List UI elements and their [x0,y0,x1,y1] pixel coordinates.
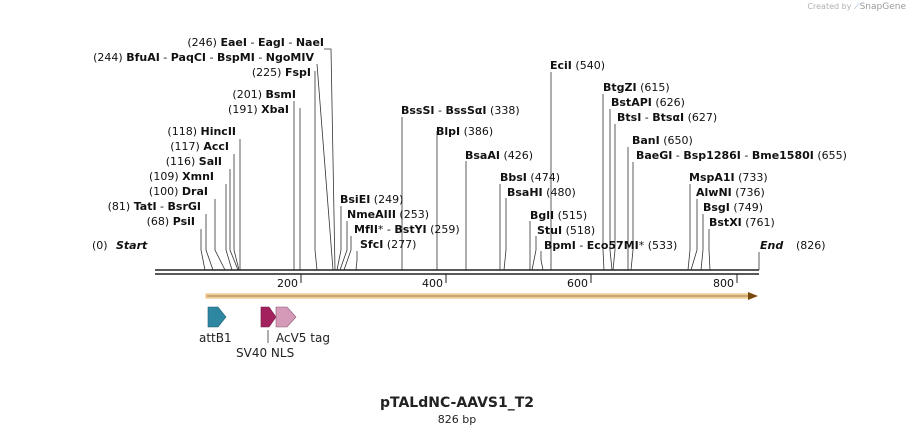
restriction-site-label[interactable]: BsaAI (426) [465,149,533,162]
restriction-site-label[interactable]: BtsI - BtsαI (627) [617,111,717,124]
site-leader-lines [200,48,760,271]
restriction-site-label[interactable]: MspA1I (733) [689,171,768,184]
sv40-nls-label: SV40 NLS [236,346,294,360]
restriction-site-label[interactable]: NmeAIII (253) [347,208,429,221]
plasmid-length: 826 bp [437,413,477,426]
restriction-site-label[interactable]: BpmI - Eco57MI* (533) [544,239,677,252]
ruler-tick-400: 400 [422,277,443,290]
dna-backbone [155,269,759,275]
restriction-site-label[interactable]: (244) BfuAI - PaqCI - BspMI - NgoMIV [93,51,314,64]
restriction-site-label[interactable]: BaeGI - Bsp1286I - Bme1580I (655) [636,149,847,162]
ruler [300,274,738,283]
restriction-site-label[interactable]: BtgZI (615) [603,81,670,94]
restriction-site-label[interactable]: (109) XmnI [149,170,214,183]
restriction-site-label[interactable]: BsgI (749) [703,201,763,214]
start-label: Start [116,239,148,252]
restriction-site-label[interactable]: AlwNI (736) [696,186,765,199]
restriction-site-label[interactable]: (191) XbaI [228,103,289,116]
ruler-tick-600: 600 [567,277,588,290]
restriction-site-label[interactable]: (68) PsiI [147,215,195,228]
restriction-site-label[interactable]: BssSI - BssSαI (338) [401,104,520,117]
plasmid-name: pTALdNC-AAVS1_T2 [379,395,535,411]
restriction-site-label[interactable]: BstAPI (626) [611,96,685,109]
attb1-label: attB1 [199,331,232,345]
restriction-site-label[interactable]: (100) DraI [149,185,208,198]
snapgene-credit: Created by ⟋SnapGene [807,2,906,12]
credit-brand: SnapGene [859,2,906,12]
restriction-site-label[interactable]: BbsI (474) [500,171,560,184]
start-position: (0) [92,239,108,252]
restriction-site-label[interactable]: (201) BsmI [232,88,296,101]
restriction-site-label[interactable]: SfcI (277) [360,238,416,251]
snapgene-logo-icon: ⟋ [853,2,860,11]
credit-prefix: Created by [807,2,852,11]
acv5-tag-feature[interactable] [275,306,297,328]
restriction-site-labels: (246) EaeI - EagI - NaeI (244) BfuAI - Pa… [93,36,847,252]
restriction-site-label[interactable]: (116) SalI [166,155,222,168]
restriction-site-label[interactable]: (117) AccI [170,140,229,153]
end-label: End [760,239,783,252]
restriction-site-label[interactable]: MfII* - BstYI (259) [354,223,460,236]
restriction-site-label[interactable]: (246) EaeI - EagI - NaeI [187,36,324,49]
restriction-site-label[interactable]: EciI (540) [550,59,605,72]
restriction-site-label[interactable]: BlpI (386) [436,125,493,138]
restriction-site-label[interactable]: (118) HincII [167,125,236,138]
restriction-site-label[interactable]: BsaHI (480) [507,186,576,199]
restriction-site-label[interactable]: (81) TatI - BsrGI [108,200,201,213]
restriction-site-label[interactable]: StuI (518) [537,224,595,237]
restriction-site-label[interactable]: BglI (515) [530,209,587,222]
restriction-site-label[interactable]: BstXI (761) [709,216,775,229]
acv5-tag-label: AcV5 tag [276,331,330,345]
restriction-site-label[interactable]: BanI (650) [632,134,693,147]
attb1-feature[interactable] [207,306,227,328]
ruler-tick-800: 800 [713,277,734,290]
ruler-tick-200: 200 [277,277,298,290]
orf-arrow [205,292,758,300]
restriction-site-label[interactable]: BsiEI (249) [340,193,403,206]
end-position: (826) [796,239,826,252]
sv40-nls-feature[interactable] [260,306,277,328]
restriction-site-label[interactable]: (225) FspI [252,66,311,79]
